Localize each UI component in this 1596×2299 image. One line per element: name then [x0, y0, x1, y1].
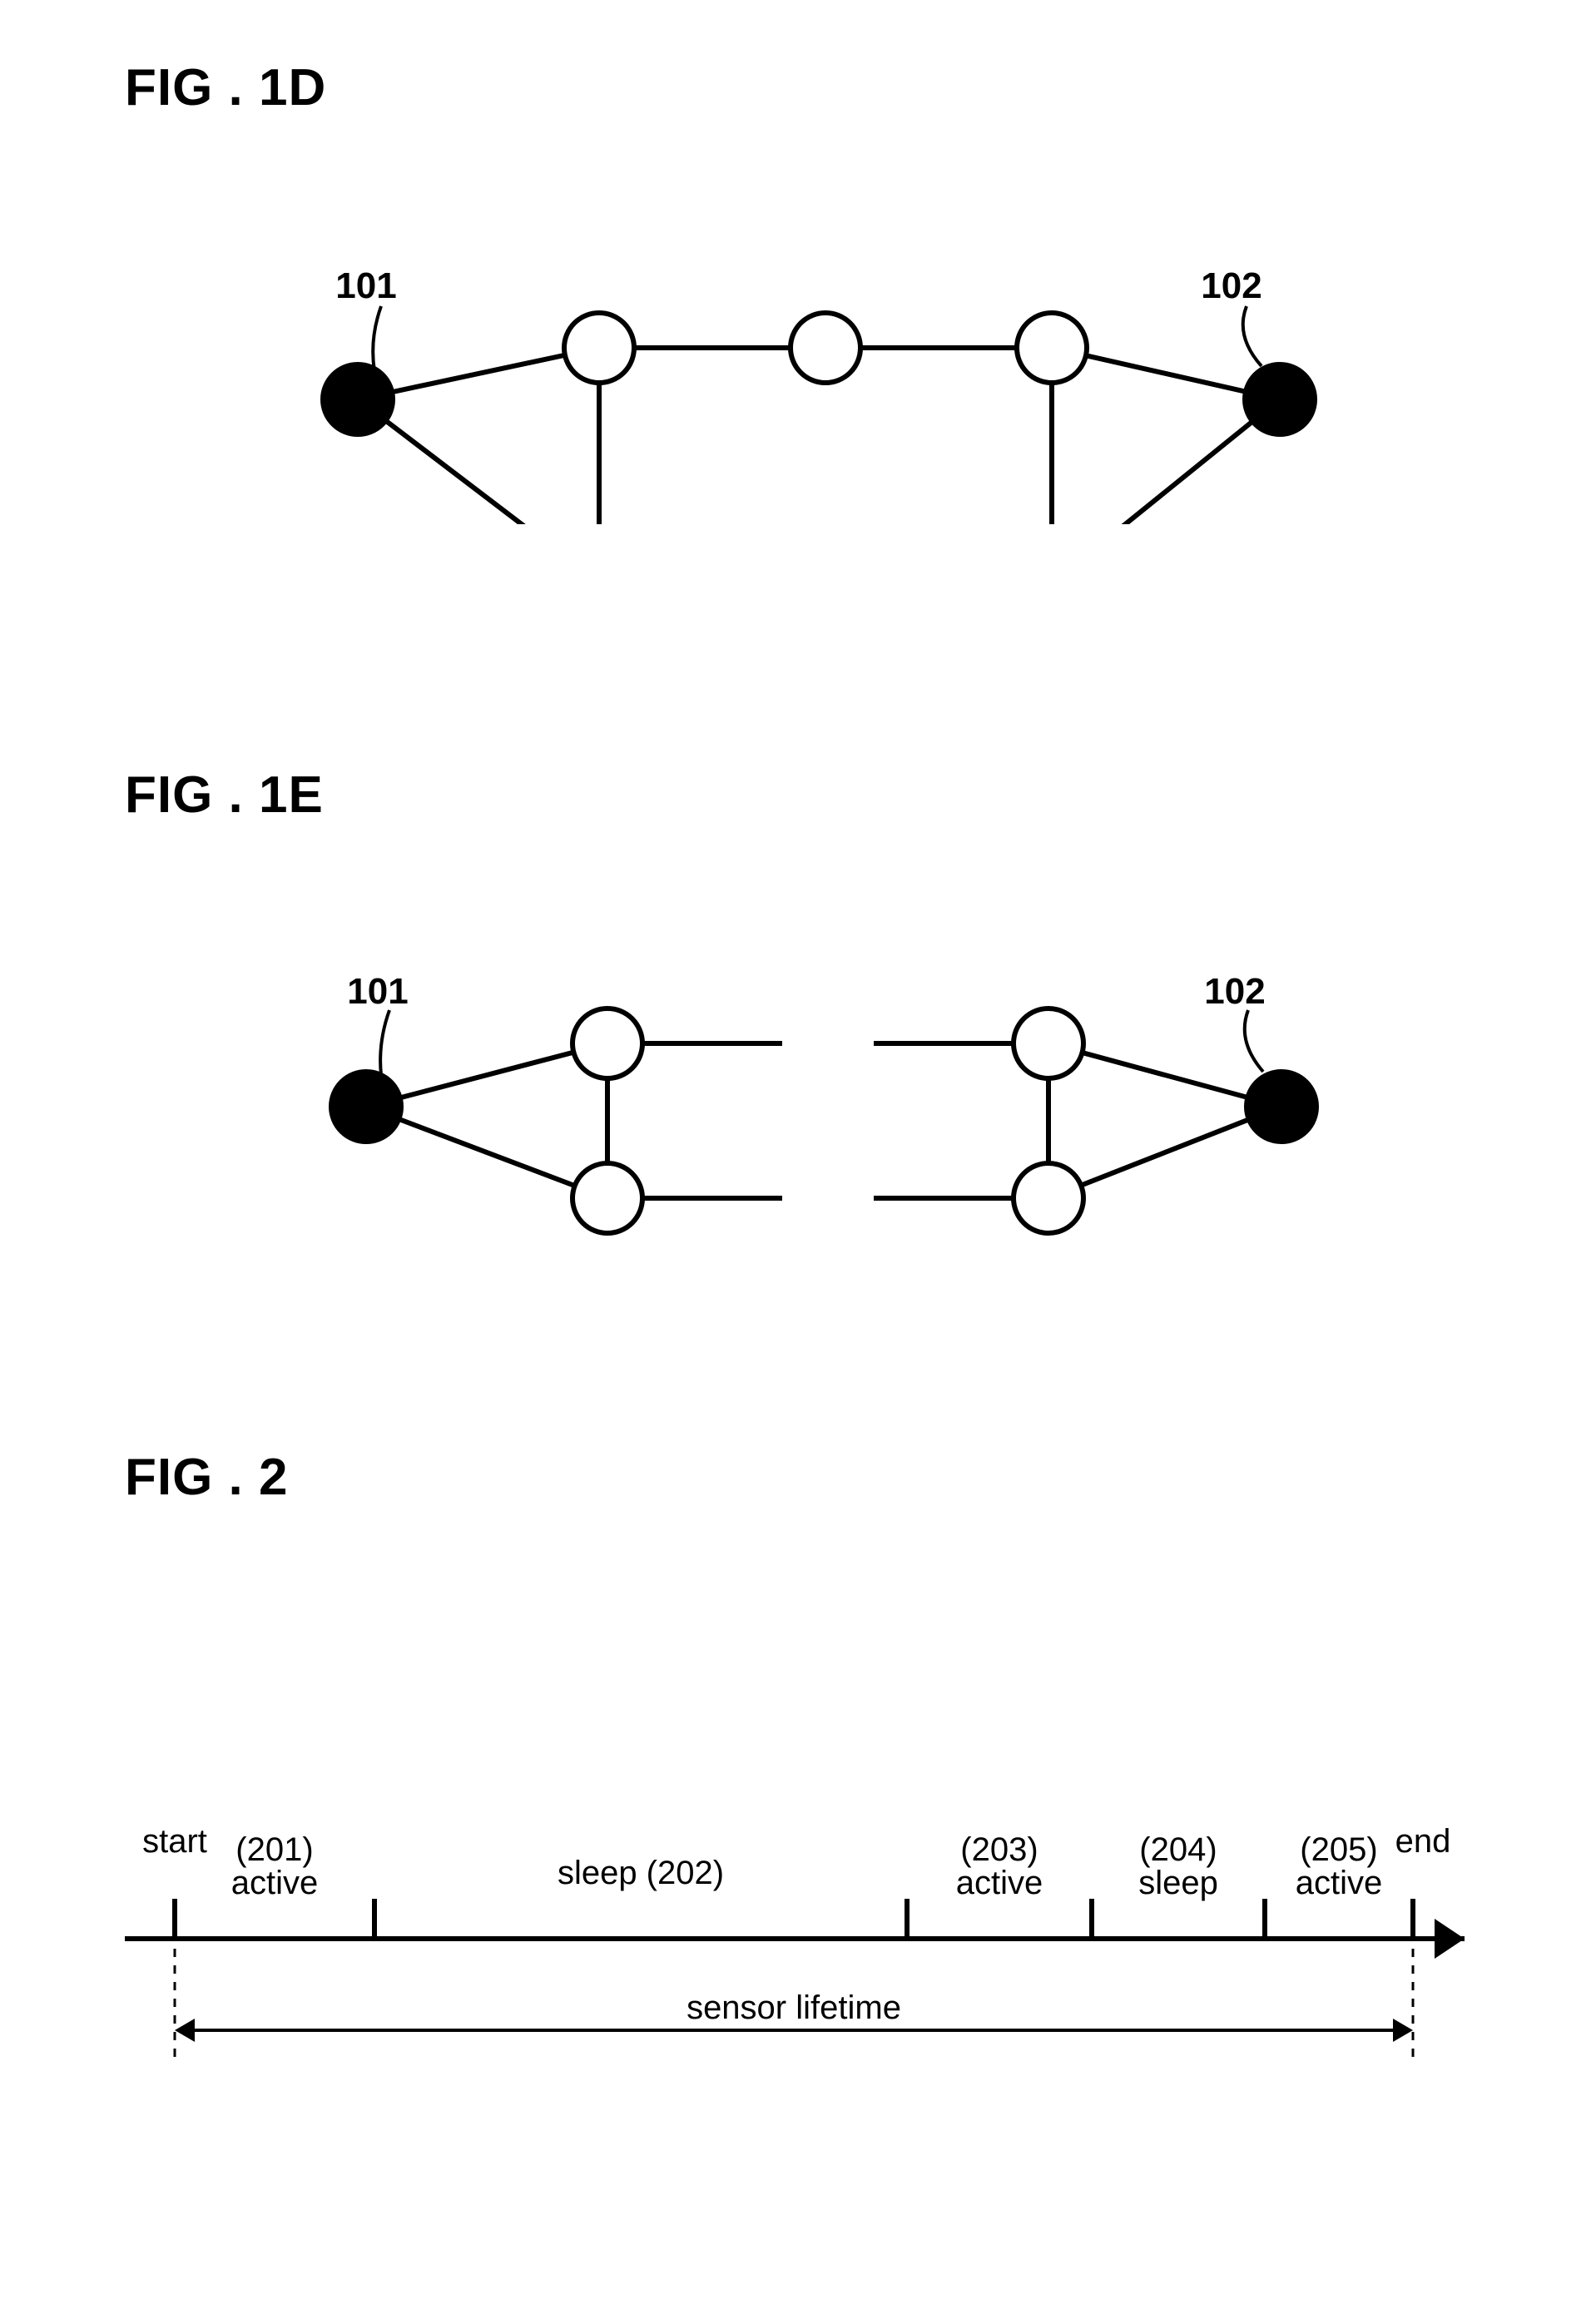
fig1d-title: FIG . 1D: [125, 58, 326, 117]
fig1d-graph: 101 102: [166, 233, 1431, 632]
segment-s201-id: (201): [235, 1831, 313, 1868]
segment-s203-id: (203): [960, 1831, 1038, 1868]
segment-s204-state: sleep: [1138, 1865, 1218, 1901]
start-label: start: [142, 1823, 207, 1860]
fig1e-title: FIG . 1E: [125, 766, 324, 825]
fig2-title: FIG . 2: [125, 1448, 288, 1507]
segment-s202: sleep (202): [558, 1855, 724, 1891]
page: FIG . 1D FIG . 1E FIG . 2 101102 101102 …: [0, 0, 1596, 2299]
segment-s205-state: active: [1296, 1865, 1383, 1901]
fig2-axis: startend(201)activesleep (202)(203)activ…: [125, 1814, 1473, 2113]
fig1e-graph: 101 102: [166, 940, 1431, 1306]
node-label-102: 102: [1201, 265, 1261, 306]
end-label: end: [1395, 1823, 1451, 1860]
lifetime-label: sensor lifetime: [686, 1989, 901, 2026]
segment-s205-id: (205): [1300, 1831, 1377, 1868]
segment-s201-state: active: [231, 1865, 319, 1901]
segment-s203-state: active: [956, 1865, 1043, 1901]
fig2-timeline: startend(201)activesleep (202)(203)activ…: [125, 1814, 1473, 2113]
node-label-102: 102: [1204, 971, 1265, 1012]
segment-s204-id: (204): [1139, 1831, 1217, 1868]
node-label-101: 101: [335, 265, 396, 306]
node-label-101: 101: [347, 971, 408, 1012]
